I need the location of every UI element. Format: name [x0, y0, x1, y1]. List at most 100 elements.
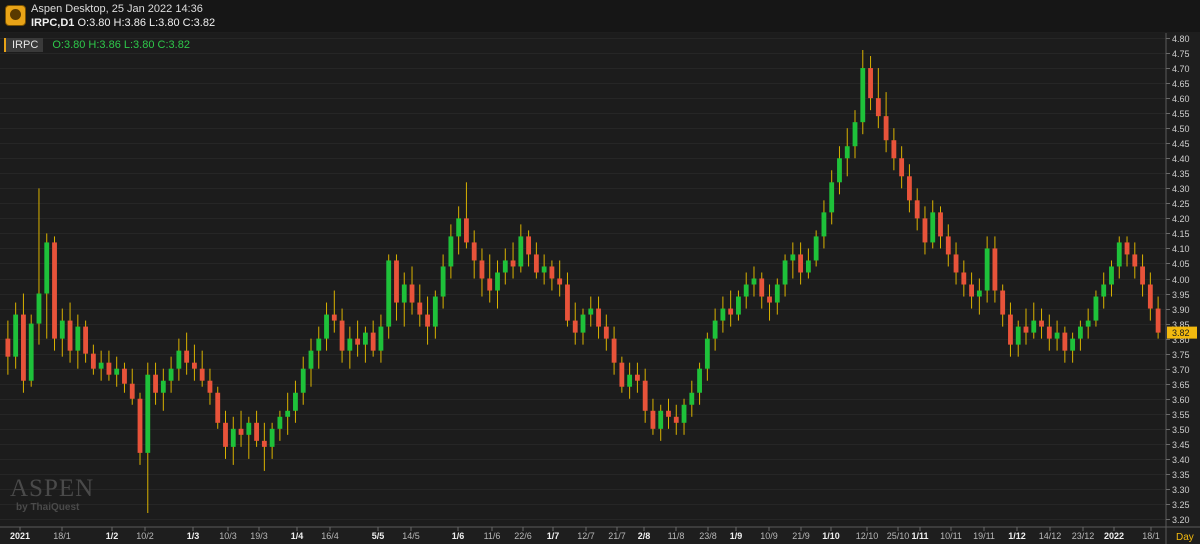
- candle-body: [184, 350, 190, 363]
- y-tick-label: 4.35: [1172, 169, 1190, 179]
- candle-body: [681, 404, 687, 423]
- candle-body: [580, 314, 586, 333]
- legend-symbol-tag[interactable]: IRPC: [4, 38, 44, 52]
- candle-body: [1109, 266, 1114, 285]
- candle-body: [21, 314, 26, 381]
- x-tick-label: 12/7: [577, 531, 595, 541]
- candle-body: [223, 422, 228, 447]
- y-tick-label: 4.60: [1172, 94, 1190, 104]
- candle-body: [572, 320, 578, 333]
- candle-body: [36, 293, 42, 324]
- candle-body: [829, 182, 835, 213]
- candle-body: [129, 383, 135, 399]
- candle-body: [440, 266, 446, 297]
- y-tick-label: 4.80: [1172, 34, 1190, 44]
- candle-body: [176, 350, 182, 369]
- x-tick-label: 18/1: [1142, 531, 1160, 541]
- candle-body: [471, 242, 477, 261]
- candle-body: [13, 314, 19, 357]
- candle-body: [487, 278, 493, 291]
- candle-body: [759, 278, 765, 297]
- candle-body: [28, 323, 34, 381]
- watermark-brand: ASPEN: [10, 475, 95, 502]
- x-tick-label: 14/5: [402, 531, 420, 541]
- x-tick-label: 1/12: [1008, 531, 1026, 541]
- y-tick-label: 3.55: [1172, 410, 1190, 420]
- candle-body: [821, 212, 827, 237]
- candle-body: [689, 392, 695, 405]
- candle-body: [1039, 320, 1044, 327]
- candle-body: [712, 320, 718, 339]
- candle-body: [774, 284, 780, 303]
- candle-body: [953, 254, 959, 273]
- candle-body: [1124, 242, 1130, 255]
- x-tick-label: 23/12: [1072, 531, 1095, 541]
- candle-body: [160, 380, 166, 393]
- x-tick-label: 1/2: [106, 531, 119, 541]
- symbol-header: IRPC,D1 O:3.80 H:3.86 L:3.80 C:3.82: [31, 17, 215, 29]
- last-price-tag: 3.82: [1167, 326, 1197, 339]
- y-tick-label: 3.25: [1172, 500, 1190, 510]
- candle-body: [992, 248, 998, 291]
- candle-body: [386, 260, 392, 327]
- x-tick-label: 11/8: [668, 531, 685, 541]
- candle-body: [526, 236, 532, 255]
- candle-body: [277, 416, 283, 429]
- candle-body: [805, 260, 811, 273]
- x-tick-label: 2021: [10, 531, 30, 541]
- y-tick-label: 4.05: [1172, 259, 1190, 269]
- candle-body: [75, 326, 81, 351]
- y-tick-label: 4.20: [1172, 214, 1190, 224]
- candle-body: [456, 218, 462, 237]
- candle-body: [603, 326, 609, 339]
- x-tick-label: 1/4: [291, 531, 304, 541]
- candle-body: [1062, 332, 1068, 351]
- x-tick-label: 10/2: [136, 531, 154, 541]
- y-tick-label: 3.50: [1172, 425, 1190, 435]
- last-price-label: 3.82: [1172, 328, 1190, 338]
- x-tick-label: 5/5: [372, 531, 385, 541]
- aspen-watermark: ASPEN by ThaiQuest: [10, 476, 94, 514]
- candle-body: [883, 116, 889, 141]
- candle-body: [860, 68, 866, 123]
- y-tick-label: 3.40: [1172, 455, 1190, 465]
- y-tick-label: 3.35: [1172, 470, 1190, 480]
- candle-body: [114, 368, 120, 375]
- candle-body: [347, 338, 353, 351]
- candle-body: [751, 278, 757, 285]
- candle-body: [425, 314, 430, 327]
- x-tick-label: 1/11: [911, 531, 928, 541]
- candle-body: [98, 362, 104, 369]
- candle-body: [875, 98, 881, 117]
- price-axis[interactable]: 3.20 3.25 3.30 3.35 3.40 3.45 3.50 3.55 3.60 3.65…: [1166, 34, 1190, 525]
- candle-body: [658, 410, 664, 429]
- x-tick-label: 21/7: [608, 531, 626, 541]
- timeframe-label[interactable]: Day: [1176, 532, 1194, 543]
- candle-body: [899, 158, 905, 177]
- legend-ohlc: O:3.80 H:3.86 L:3.80 C:3.82: [52, 39, 190, 51]
- candle-body: [868, 68, 873, 99]
- candle-body: [782, 260, 788, 285]
- candle-body: [914, 200, 920, 219]
- candle-body: [798, 254, 804, 273]
- candle-body: [1031, 320, 1037, 333]
- candle-body: [207, 380, 213, 393]
- candle-body: [743, 284, 749, 297]
- candle-body: [1116, 242, 1122, 267]
- candle-body: [611, 338, 617, 363]
- candle-body: [634, 374, 640, 381]
- candle-body: [1077, 326, 1083, 339]
- time-axis[interactable]: 2021 18/1 1/2 10/2 1/3 10/3 19/3 1/4 16/4 5/5 14/5…: [10, 527, 1160, 541]
- last-price-box: [1167, 326, 1197, 339]
- candle-body: [331, 314, 337, 321]
- candle-body: [922, 218, 928, 243]
- x-tick-label: 19/11: [973, 531, 995, 541]
- candle-body: [479, 260, 485, 279]
- y-tick-label: 4.15: [1172, 229, 1190, 239]
- candle-body: [619, 362, 625, 387]
- candle-body: [137, 398, 143, 453]
- y-tick-label: 3.45: [1172, 440, 1190, 450]
- aspen-logo-icon: [5, 5, 26, 26]
- candle-body: [976, 290, 982, 297]
